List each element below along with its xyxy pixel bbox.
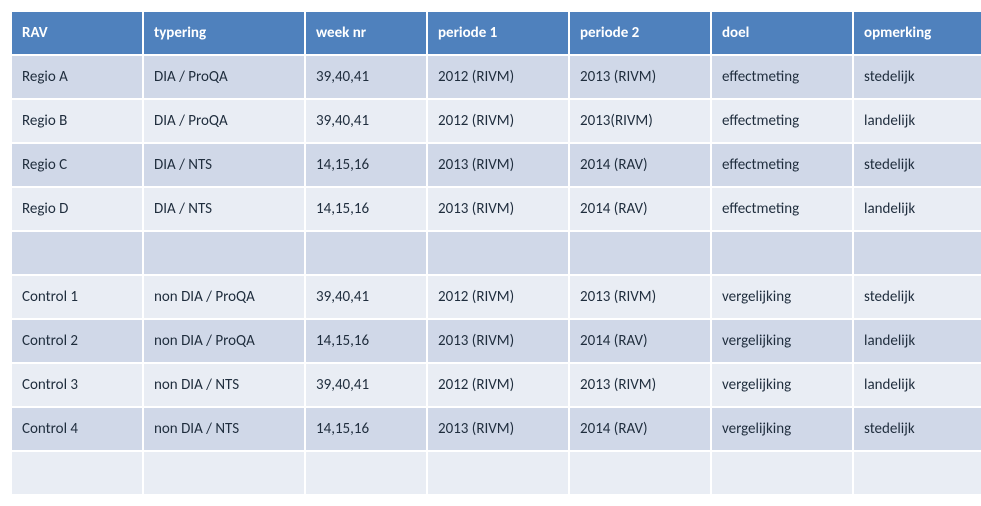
cell: DIA / ProQA bbox=[144, 100, 304, 142]
cell: 2014 (RAV) bbox=[570, 408, 710, 450]
cell: non DIA / NTS bbox=[144, 364, 304, 406]
cell: 14,15,16 bbox=[306, 320, 426, 362]
cell: non DIA / ProQA bbox=[144, 320, 304, 362]
cell: 39,40,41 bbox=[306, 100, 426, 142]
cell: Control 4 bbox=[12, 408, 142, 450]
cell bbox=[144, 232, 304, 274]
cell: 2012 (RIVM) bbox=[428, 364, 568, 406]
cell: 39,40,41 bbox=[306, 364, 426, 406]
cell: 14,15,16 bbox=[306, 188, 426, 230]
cell: landelijk bbox=[854, 188, 981, 230]
cell: non DIA / NTS bbox=[144, 408, 304, 450]
cell: Control 1 bbox=[12, 276, 142, 318]
cell bbox=[306, 452, 426, 494]
cell: 2013 (RIVM) bbox=[570, 56, 710, 98]
cell: landelijk bbox=[854, 320, 981, 362]
cell: Regio D bbox=[12, 188, 142, 230]
cell: Regio A bbox=[12, 56, 142, 98]
cell: landelijk bbox=[854, 100, 981, 142]
cell: 2013(RIVM) bbox=[570, 100, 710, 142]
cell bbox=[144, 452, 304, 494]
cell: 2013 (RIVM) bbox=[570, 276, 710, 318]
cell: 2014 (RAV) bbox=[570, 144, 710, 186]
cell: 39,40,41 bbox=[306, 56, 426, 98]
col-header: periode 1 bbox=[428, 12, 568, 54]
table-row: Regio ADIA / ProQA39,40,412012 (RIVM)201… bbox=[12, 56, 981, 98]
table-body: Regio ADIA / ProQA39,40,412012 (RIVM)201… bbox=[12, 56, 981, 494]
table-header-row: RAV typering week nr periode 1 periode 2… bbox=[12, 12, 981, 54]
cell bbox=[12, 452, 142, 494]
table-row: Control 2non DIA / ProQA14,15,162013 (RI… bbox=[12, 320, 981, 362]
cell bbox=[570, 452, 710, 494]
col-header: typering bbox=[144, 12, 304, 54]
cell: 2013 (RIVM) bbox=[428, 188, 568, 230]
cell: 2014 (RAV) bbox=[570, 188, 710, 230]
cell: Control 3 bbox=[12, 364, 142, 406]
cell: DIA / NTS bbox=[144, 188, 304, 230]
cell: 14,15,16 bbox=[306, 144, 426, 186]
table-row: Regio BDIA / ProQA39,40,412012 (RIVM)201… bbox=[12, 100, 981, 142]
table-row: Regio CDIA / NTS14,15,162013 (RIVM)2014 … bbox=[12, 144, 981, 186]
table-row: Regio DDIA / NTS14,15,162013 (RIVM)2014 … bbox=[12, 188, 981, 230]
cell: 2012 (RIVM) bbox=[428, 100, 568, 142]
cell: vergelijking bbox=[712, 408, 852, 450]
cell bbox=[854, 452, 981, 494]
cell: 2013 (RIVM) bbox=[428, 408, 568, 450]
cell: 2013 (RIVM) bbox=[428, 320, 568, 362]
table-row: Control 1non DIA / ProQA39,40,412012 (RI… bbox=[12, 276, 981, 318]
cell: stedelijk bbox=[854, 276, 981, 318]
cell: Control 2 bbox=[12, 320, 142, 362]
cell: effectmeting bbox=[712, 100, 852, 142]
cell: landelijk bbox=[854, 364, 981, 406]
col-header: week nr bbox=[306, 12, 426, 54]
cell: effectmeting bbox=[712, 188, 852, 230]
cell bbox=[854, 232, 981, 274]
col-header: RAV bbox=[12, 12, 142, 54]
cell: DIA / ProQA bbox=[144, 56, 304, 98]
cell: non DIA / ProQA bbox=[144, 276, 304, 318]
table-row bbox=[12, 452, 981, 494]
cell: 14,15,16 bbox=[306, 408, 426, 450]
col-header: opmerking bbox=[854, 12, 981, 54]
table-row bbox=[12, 232, 981, 274]
cell: vergelijking bbox=[712, 276, 852, 318]
table-row: Control 3non DIA / NTS39,40,412012 (RIVM… bbox=[12, 364, 981, 406]
cell: DIA / NTS bbox=[144, 144, 304, 186]
cell: 2014 (RAV) bbox=[570, 320, 710, 362]
cell: stedelijk bbox=[854, 56, 981, 98]
cell bbox=[712, 232, 852, 274]
cell bbox=[306, 232, 426, 274]
cell: 2012 (RIVM) bbox=[428, 56, 568, 98]
cell: vergelijking bbox=[712, 364, 852, 406]
cell: Regio C bbox=[12, 144, 142, 186]
cell: Regio B bbox=[12, 100, 142, 142]
cell bbox=[428, 232, 568, 274]
cell bbox=[570, 232, 710, 274]
col-header: periode 2 bbox=[570, 12, 710, 54]
cell: 2012 (RIVM) bbox=[428, 276, 568, 318]
cell bbox=[12, 232, 142, 274]
cell: 2013 (RIVM) bbox=[570, 364, 710, 406]
cell: vergelijking bbox=[712, 320, 852, 362]
rav-table: RAV typering week nr periode 1 periode 2… bbox=[10, 10, 981, 496]
cell: effectmeting bbox=[712, 56, 852, 98]
cell: effectmeting bbox=[712, 144, 852, 186]
cell: stedelijk bbox=[854, 408, 981, 450]
cell: 39,40,41 bbox=[306, 276, 426, 318]
col-header: doel bbox=[712, 12, 852, 54]
table-row: Control 4non DIA / NTS14,15,162013 (RIVM… bbox=[12, 408, 981, 450]
cell bbox=[712, 452, 852, 494]
cell: stedelijk bbox=[854, 144, 981, 186]
cell bbox=[428, 452, 568, 494]
cell: 2013 (RIVM) bbox=[428, 144, 568, 186]
